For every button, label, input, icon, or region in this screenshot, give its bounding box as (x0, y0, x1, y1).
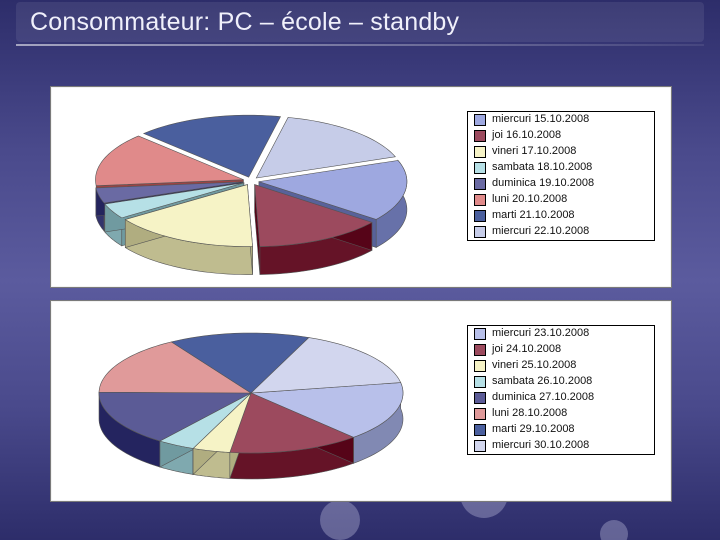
legend-label: sambata 26.10.2008 (492, 376, 592, 388)
title-underline (16, 44, 704, 46)
legend-swatch (474, 424, 486, 436)
legend-row: miercuri 22.10.2008 (468, 224, 654, 240)
legend-swatch (474, 376, 486, 388)
legend-row: miercuri 15.10.2008 (468, 112, 654, 128)
pie-svg-top (81, 99, 421, 275)
chart-panel-bottom: miercuri 23.10.2008 joi 24.10.2008 vineri … (50, 300, 672, 502)
legend-swatch (474, 194, 486, 206)
legend-row: duminica 19.10.2008 (468, 176, 654, 192)
legend-label: luni 28.10.2008 (492, 408, 567, 420)
legend-swatch (474, 408, 486, 420)
legend-swatch (474, 226, 486, 238)
legend-label: vineri 17.10.2008 (492, 146, 576, 158)
legend-label: miercuri 22.10.2008 (492, 226, 589, 238)
legend-row: vineri 25.10.2008 (468, 358, 654, 374)
legend-row: miercuri 23.10.2008 (468, 326, 654, 342)
legend-label: miercuri 23.10.2008 (492, 328, 589, 340)
legend-label: vineri 25.10.2008 (492, 360, 576, 372)
legend-row: luni 28.10.2008 (468, 406, 654, 422)
legend-label: joi 16.10.2008 (492, 130, 561, 142)
legend-swatch (474, 162, 486, 174)
legend-label: miercuri 15.10.2008 (492, 114, 589, 126)
legend-row: joi 24.10.2008 (468, 342, 654, 358)
legend-swatch (474, 178, 486, 190)
pie-svg-bottom (81, 313, 421, 489)
legend-label: duminica 27.10.2008 (492, 392, 594, 404)
legend-row: joi 16.10.2008 (468, 128, 654, 144)
legend-row: vineri 17.10.2008 (468, 144, 654, 160)
legend-swatch (474, 440, 486, 452)
legend-row: luni 20.10.2008 (468, 192, 654, 208)
legend-label: duminica 19.10.2008 (492, 178, 594, 190)
legend-top: miercuri 15.10.2008 joi 16.10.2008 vineri … (467, 111, 655, 241)
legend-row: miercuri 30.10.2008 (468, 438, 654, 454)
slide-title: Consommateur: PC – école – standby (30, 8, 459, 37)
legend-bottom: miercuri 23.10.2008 joi 24.10.2008 vineri … (467, 325, 655, 455)
deco-dot (600, 520, 628, 540)
legend-label: luni 20.10.2008 (492, 194, 567, 206)
legend-row: sambata 26.10.2008 (468, 374, 654, 390)
pie-chart-bottom (81, 313, 421, 489)
legend-row: marti 29.10.2008 (468, 422, 654, 438)
legend-swatch (474, 146, 486, 158)
legend-swatch (474, 360, 486, 372)
chart-panel-top: miercuri 15.10.2008 joi 16.10.2008 vineri … (50, 86, 672, 288)
legend-swatch (474, 130, 486, 142)
title-bar: Consommateur: PC – école – standby (16, 2, 704, 42)
legend-label: joi 24.10.2008 (492, 344, 561, 356)
legend-swatch (474, 344, 486, 356)
legend-label: sambata 18.10.2008 (492, 162, 592, 174)
deco-dot (320, 500, 360, 540)
legend-swatch (474, 328, 486, 340)
legend-row: marti 21.10.2008 (468, 208, 654, 224)
legend-label: marti 21.10.2008 (492, 210, 575, 222)
legend-swatch (474, 210, 486, 222)
legend-row: sambata 18.10.2008 (468, 160, 654, 176)
legend-row: duminica 27.10.2008 (468, 390, 654, 406)
legend-swatch (474, 114, 486, 126)
legend-label: miercuri 30.10.2008 (492, 440, 589, 452)
legend-swatch (474, 392, 486, 404)
legend-label: marti 29.10.2008 (492, 424, 575, 436)
pie-chart-top (81, 99, 421, 275)
slide-background: Consommateur: PC – école – standby mierc… (0, 0, 720, 540)
